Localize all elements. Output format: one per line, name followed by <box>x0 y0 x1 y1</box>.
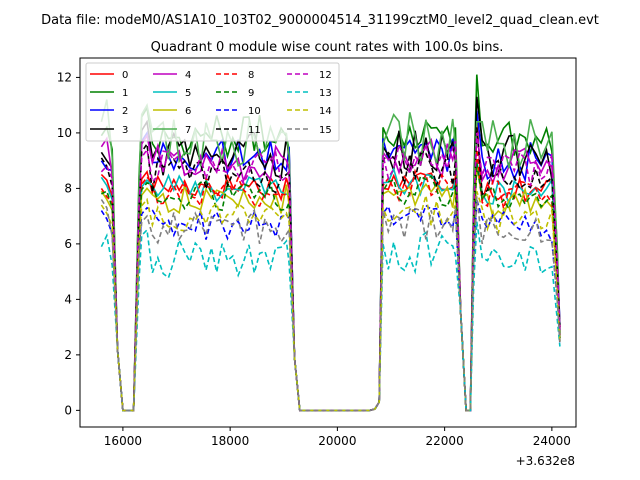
legend-label-15: 15 <box>319 125 332 136</box>
legend-label-10: 10 <box>248 106 261 117</box>
axes-frame <box>79 57 577 428</box>
legend-label-13: 13 <box>319 88 332 99</box>
figure-suptitle: Data file: modeM0/AS1A10_103T02_90000045… <box>41 13 599 28</box>
x-tick-label: 24000 <box>533 434 571 448</box>
x-tick-label: 20000 <box>318 434 356 448</box>
y-tick-label: 8 <box>64 181 72 195</box>
legend-label-9: 9 <box>248 88 254 99</box>
legend-box <box>85 62 340 142</box>
y-tick-label: 6 <box>64 237 72 251</box>
legend-label-11: 11 <box>248 125 261 136</box>
legend-label-12: 12 <box>319 70 332 81</box>
x-axis-offset-label: +3.632e8 <box>516 454 575 468</box>
y-tick-label: 0 <box>64 403 72 417</box>
legend-label-0: 0 <box>122 70 128 81</box>
y-tick-label: 4 <box>64 292 72 306</box>
legend-label-8: 8 <box>248 70 254 81</box>
series-line-13 <box>100 221 561 412</box>
series-line-12 <box>100 132 561 412</box>
chart-title: Quadrant 0 module wise count rates with … <box>151 40 504 55</box>
legend-label-1: 1 <box>122 88 128 99</box>
legend-label-3: 3 <box>122 125 128 136</box>
legend-label-7: 7 <box>185 125 191 136</box>
x-tick-label: 16000 <box>104 434 142 448</box>
x-tick-label: 18000 <box>211 434 249 448</box>
legend-label-4: 4 <box>185 70 191 81</box>
series-line-9 <box>101 163 561 412</box>
y-tick-label: 12 <box>57 70 72 84</box>
plot-area <box>100 74 561 412</box>
legend-label-6: 6 <box>185 106 191 117</box>
y-tick-label: 10 <box>57 126 72 140</box>
series-line-15 <box>100 196 561 412</box>
series-line-7 <box>100 99 561 412</box>
series-lines <box>100 74 561 412</box>
x-tick-label: 22000 <box>426 434 464 448</box>
legend-label-14: 14 <box>319 106 332 117</box>
legend-label-2: 2 <box>122 106 128 117</box>
legend-label-5: 5 <box>185 88 191 99</box>
y-tick-label: 2 <box>64 348 72 362</box>
